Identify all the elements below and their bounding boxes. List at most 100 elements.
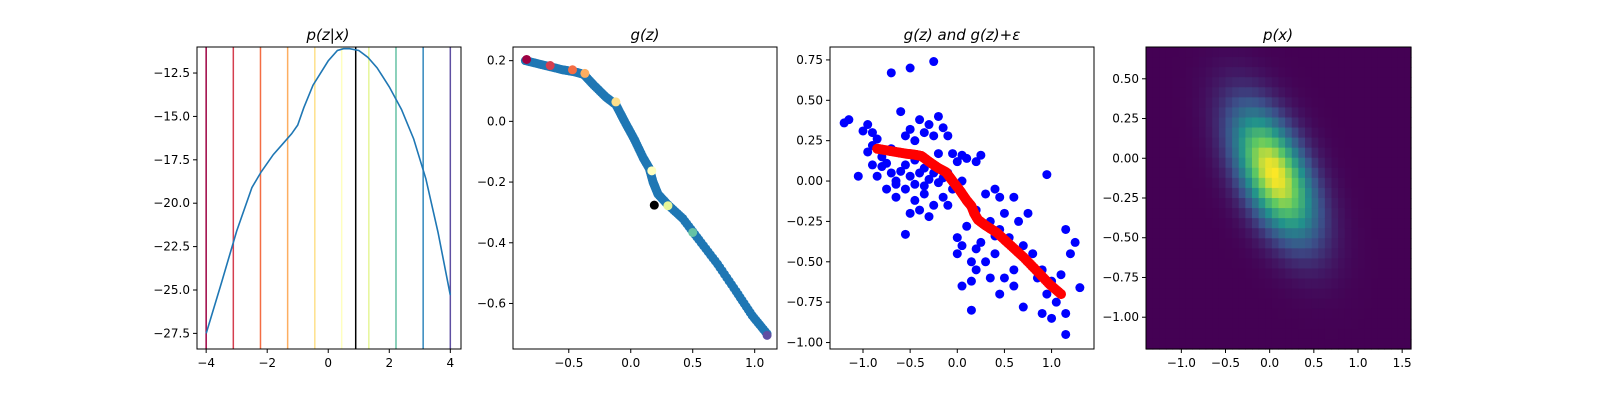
heatmap-cell <box>1384 97 1392 108</box>
heatmap-cell <box>1212 318 1220 330</box>
heatmap-cell <box>1377 258 1386 270</box>
heatmap-cell <box>1364 228 1372 239</box>
y-tick-label: −0.50 <box>786 255 823 269</box>
heatmap-cell <box>1318 87 1326 98</box>
heatmap-cell <box>1179 67 1187 78</box>
heatmap-cell <box>1324 147 1333 159</box>
heatmap-cell <box>1311 187 1319 199</box>
heatmap-cell <box>1338 258 1346 270</box>
noisy-point <box>900 229 910 239</box>
noisy-point <box>924 212 934 222</box>
heatmap-cell <box>1404 77 1412 88</box>
panel-4-heatmap <box>1146 47 1412 350</box>
x-tick-label: 0.5 <box>995 356 1014 370</box>
panel-1-series <box>205 47 452 334</box>
heatmap-cell <box>1238 167 1246 179</box>
noisy-point <box>1009 281 1019 291</box>
heatmap-cell <box>1232 167 1240 179</box>
heatmap-cell <box>1397 97 1405 108</box>
heatmap-cell <box>1404 208 1412 219</box>
heatmap-cell <box>1218 248 1227 259</box>
heatmap-cell <box>1271 77 1280 88</box>
heatmap-cell <box>1298 117 1306 129</box>
heatmap-cell <box>1165 47 1174 58</box>
heatmap-cell <box>1278 137 1286 149</box>
panel-1-title: p(z|x) <box>305 26 349 44</box>
noisy-point <box>919 189 929 199</box>
heatmap-cell <box>1291 248 1299 259</box>
heatmap-cell <box>1199 308 1207 320</box>
heatmap-cell <box>1278 187 1286 199</box>
heatmap-cell <box>1225 218 1233 229</box>
heatmap-cell <box>1165 268 1174 280</box>
noisy-point <box>1056 270 1066 280</box>
heatmap-cell <box>1285 57 1293 68</box>
heatmap-cell <box>1384 177 1392 189</box>
heatmap-cell <box>1199 77 1207 88</box>
heatmap-cell <box>1165 147 1174 159</box>
heatmap-cell <box>1338 127 1346 139</box>
heatmap-cell <box>1218 308 1227 320</box>
heatmap-cell <box>1271 127 1280 139</box>
heatmap-cell <box>1358 177 1366 189</box>
heatmap-cell <box>1212 97 1220 108</box>
heatmap-cell <box>1324 47 1333 58</box>
heatmap-cell <box>1159 268 1167 280</box>
heatmap-cell <box>1271 177 1280 189</box>
noisy-point <box>867 160 877 170</box>
heatmap-cell <box>1218 268 1227 280</box>
heatmap-cell <box>1238 127 1246 139</box>
heatmap-cell <box>1404 167 1412 179</box>
heatmap-cell <box>1179 77 1187 88</box>
heatmap-cell <box>1391 258 1399 270</box>
heatmap-cell <box>1397 288 1405 300</box>
heatmap-cell <box>1344 107 1352 119</box>
heatmap-cell <box>1152 278 1160 290</box>
heatmap-cell <box>1351 137 1359 149</box>
heatmap-cell <box>1371 47 1379 58</box>
heatmap-cell <box>1377 117 1386 129</box>
panel-4-y-ticks: −1.00 −0.75 −0.50 −0.25 0.00 0.25 0.50 <box>1102 72 1146 324</box>
heatmap-cell <box>1338 298 1346 310</box>
heatmap-cell <box>1318 218 1326 229</box>
heatmap-cell <box>1331 107 1339 119</box>
heatmap-cell <box>1152 67 1160 78</box>
heatmap-cell <box>1331 117 1339 129</box>
heatmap-cell <box>1318 308 1326 320</box>
heatmap-cell <box>1364 308 1372 320</box>
heatmap-cell <box>1218 228 1227 239</box>
heatmap-cell <box>1324 218 1333 229</box>
noisy-point <box>976 150 986 160</box>
heatmap-cell <box>1225 238 1233 249</box>
heatmap-cell <box>1351 308 1359 320</box>
noisy-point <box>981 257 991 267</box>
panel-4-x-ticks: −1.0 −0.5 0.0 0.5 1.0 1.5 <box>1167 349 1412 370</box>
heatmap-cell <box>1338 177 1346 189</box>
heatmap-cell <box>1397 318 1405 330</box>
heatmap-cell <box>1285 117 1293 129</box>
heatmap-cell <box>1305 278 1313 290</box>
noisy-point <box>966 276 976 286</box>
heatmap-cell <box>1344 187 1352 199</box>
heatmap-cell <box>1331 238 1339 249</box>
heatmap-cell <box>1172 117 1180 129</box>
x-tick-label: −0.5 <box>1211 356 1240 370</box>
heatmap-cell <box>1258 308 1266 320</box>
heatmap-cell <box>1397 107 1405 119</box>
heatmap-cell <box>1218 117 1227 129</box>
heatmap-cell <box>1172 298 1180 310</box>
heatmap-cell <box>1212 288 1220 300</box>
heatmap-cell <box>1324 318 1333 330</box>
noisy-point <box>900 160 910 170</box>
heatmap-cell <box>1351 87 1359 98</box>
heatmap-cell <box>1245 198 1253 209</box>
heatmap-cell <box>1258 328 1266 340</box>
heatmap-cell <box>1305 177 1313 189</box>
heatmap-cell <box>1364 258 1372 270</box>
heatmap-cell <box>1291 228 1299 239</box>
heatmap-cell <box>1179 157 1187 169</box>
panel-g-z-and-noise: g(z) and g(z)+ε −1.0 −0.5 0.0 0.5 1.0 −1.00−… <box>786 26 1095 370</box>
heatmap-cell <box>1404 157 1412 169</box>
noisy-point <box>910 179 920 189</box>
heatmap-cell <box>1371 97 1379 108</box>
